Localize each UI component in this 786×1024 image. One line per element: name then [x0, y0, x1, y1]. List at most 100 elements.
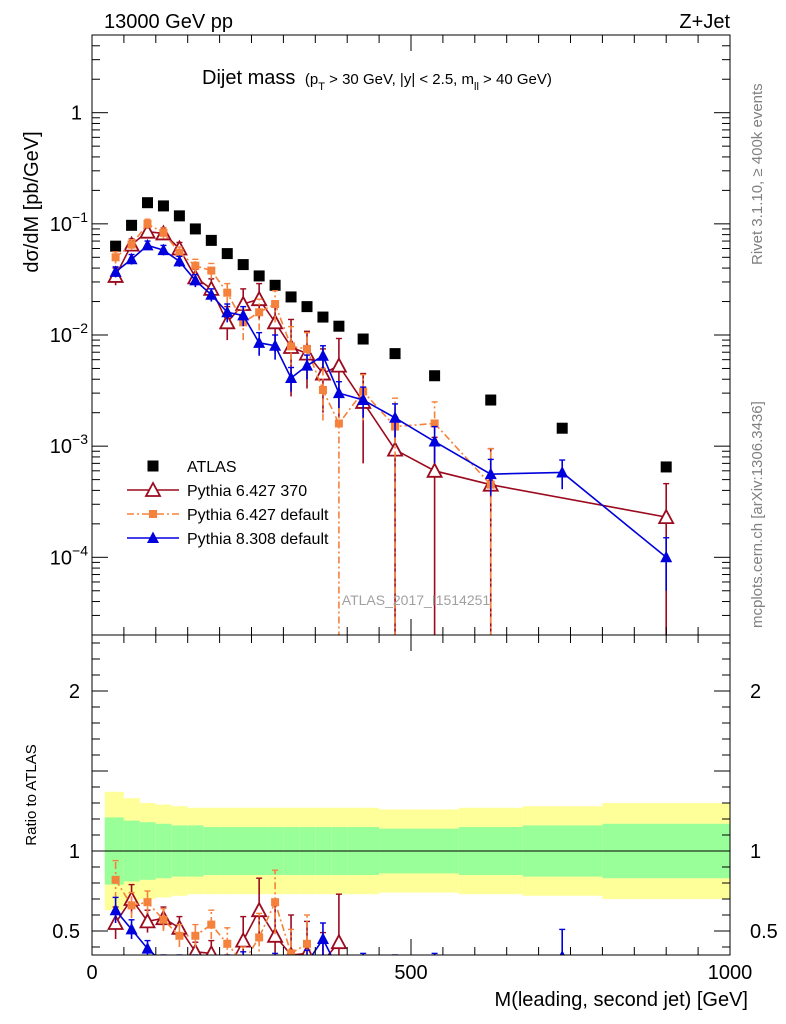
ratio-point	[205, 960, 217, 972]
ratio-point	[109, 903, 122, 916]
data-point	[223, 288, 232, 297]
legend-entry: Pythia 8.308 default	[127, 531, 329, 548]
data-point	[389, 411, 402, 423]
ratio-point	[205, 944, 217, 955]
x-tick-label: 0	[86, 962, 97, 984]
data-point	[318, 386, 327, 395]
data-point	[426, 461, 444, 478]
ratio-point	[285, 976, 297, 988]
ratio-point	[303, 939, 312, 948]
ratio-point	[207, 920, 216, 929]
series-pythia-8-308-default	[109, 238, 673, 591]
ratio-point	[333, 965, 345, 977]
ratio-point	[223, 939, 232, 948]
data-point	[221, 248, 233, 260]
data-point	[269, 339, 282, 351]
data-point	[429, 370, 441, 382]
ratio-point	[221, 958, 233, 970]
data-point	[189, 223, 201, 235]
ratio-point	[127, 901, 136, 910]
header-energy-label: 13000 GeV pp	[104, 11, 233, 33]
ratio-point	[191, 931, 200, 940]
plot-title: Dijet mass (pT > 30 GeV, |y| < 2.5, mll …	[202, 67, 552, 93]
plot-title-cuts: (pT > 30 GeV, |y| < 2.5, mll > 40 GeV)	[305, 71, 552, 93]
data-point	[484, 467, 497, 480]
rivet-version-label: Rivet 3.1.10, ≥ 400k events	[749, 83, 766, 265]
ratio-point	[237, 957, 249, 969]
data-point	[316, 349, 329, 361]
data-point	[157, 200, 169, 212]
data-point	[301, 301, 313, 313]
data-point	[173, 210, 185, 222]
legend-entry: ATLAS	[147, 459, 237, 476]
ratio-point	[159, 915, 168, 924]
data-point	[159, 228, 168, 237]
ratio-point	[271, 898, 280, 907]
data-point	[189, 273, 202, 286]
ratio-y-tick-label: 2	[69, 681, 80, 703]
data-point	[660, 461, 672, 473]
ratio-point	[255, 933, 264, 942]
legend-marker	[147, 460, 159, 472]
ratio-point	[234, 931, 252, 948]
data-point	[138, 222, 157, 239]
legend-label: Pythia 6.427 370	[187, 483, 307, 500]
watermark-analysis-id: ATLAS_2017_I1514251	[342, 592, 491, 608]
ratio-point	[138, 912, 157, 929]
y-tick-label: 10−3	[50, 431, 88, 458]
data-point	[237, 259, 249, 271]
ratio-y-tick-label: 0.5	[52, 921, 80, 943]
x-tick-label: 500	[394, 962, 427, 984]
ratio-point	[301, 957, 313, 969]
ratio-y-tick-label: 1	[69, 841, 80, 863]
ratio-point	[559, 950, 565, 955]
ratio-point	[266, 926, 284, 943]
data-point	[334, 419, 343, 428]
ratio-point	[485, 969, 497, 981]
x-axis-label: M(leading, second jet) [GeV]	[495, 989, 748, 1011]
ratio-point	[189, 957, 201, 969]
data-point	[485, 394, 497, 406]
ratio-point	[429, 963, 441, 975]
legend-label: Pythia 6.427 default	[187, 507, 329, 524]
ratio-y-tick-label-right: 1	[750, 841, 761, 863]
legend-label: Pythia 8.308 default	[187, 531, 329, 548]
legend-label: ATLAS	[187, 459, 237, 476]
data-point	[142, 197, 154, 209]
data-point	[269, 279, 281, 291]
ratio-point	[157, 957, 169, 969]
data-point	[271, 300, 280, 309]
ratio-point	[319, 972, 327, 980]
ratio-point	[143, 898, 152, 907]
y-tick-label: 10−1	[50, 209, 88, 236]
legend-marker	[149, 510, 157, 518]
data-point	[191, 261, 200, 270]
data-point	[330, 356, 348, 373]
data-point	[141, 238, 154, 251]
main-panel: 1 10−1 10−2 10−3 10−4 Dijet mass (pT > 30 Ge…	[21, 34, 731, 636]
data-point	[357, 393, 370, 406]
data-point	[317, 311, 329, 323]
data-point	[301, 359, 314, 371]
data-point	[253, 336, 266, 348]
data-point	[660, 550, 673, 563]
y-tick-label: 1	[71, 103, 82, 125]
data-point	[430, 419, 439, 428]
ratio-point	[141, 942, 154, 954]
ratio-point	[239, 959, 247, 967]
data-point	[357, 333, 369, 345]
legend-entry: Pythia 6.427 default	[127, 507, 329, 524]
ratio-series-pythia-8-308-default	[109, 896, 566, 988]
data-point	[237, 308, 250, 321]
data-point	[126, 219, 138, 231]
ratio-point	[253, 965, 265, 977]
legend-marker	[144, 481, 162, 497]
data-point	[556, 465, 569, 478]
y-tick-label: 10−2	[50, 320, 88, 347]
data-point	[255, 308, 264, 317]
data-point	[333, 320, 345, 332]
ratio-point	[287, 949, 296, 955]
plot-title-main: Dijet mass	[202, 67, 295, 89]
data-point	[556, 422, 568, 434]
